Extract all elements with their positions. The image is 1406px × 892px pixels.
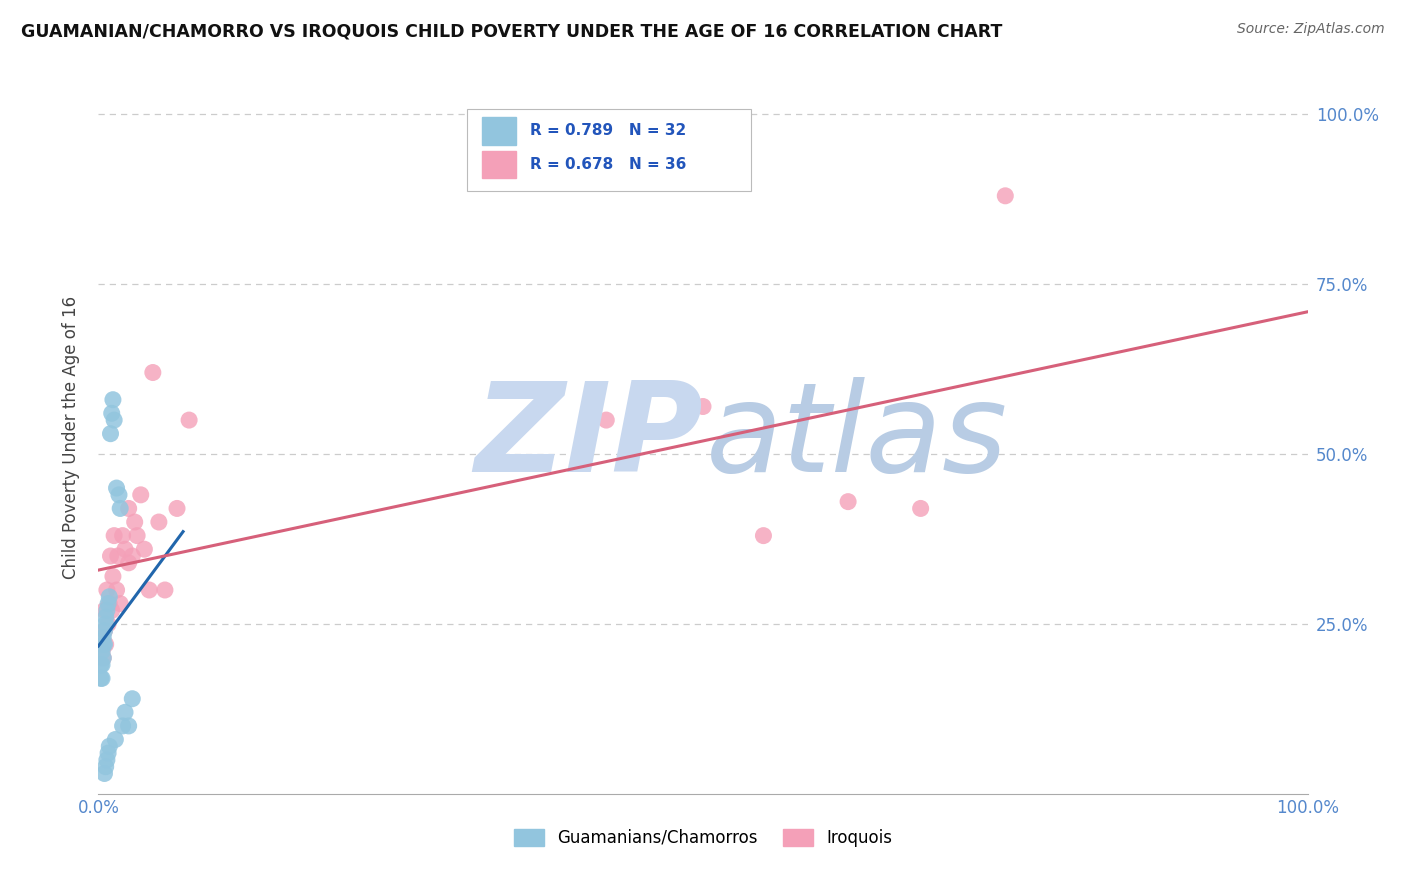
Point (108, 501, 131, 516)
Point (134, 542, 156, 557)
Point (103, 413, 125, 427)
Point (97, 597, 120, 611)
Point (94, 610, 117, 624)
Point (105, 582, 128, 597)
Point (97, 746, 120, 760)
Point (994, 189, 1017, 203)
Point (91, 637, 114, 651)
Point (166, 501, 188, 516)
Point (91, 644, 114, 658)
Point (94, 760, 117, 774)
Text: ZIP: ZIP (474, 376, 703, 498)
Point (148, 515, 170, 529)
Point (93, 603, 115, 617)
Bar (482, 118, 516, 145)
Point (98, 739, 121, 754)
Point (118, 501, 141, 516)
Text: R = 0.678   N = 36: R = 0.678 N = 36 (530, 157, 686, 172)
Point (129, 488, 152, 502)
Point (90, 671, 112, 685)
Point (118, 556, 141, 570)
Point (94, 617, 117, 632)
Bar (482, 151, 516, 178)
Point (100, 406, 122, 420)
Point (91, 651, 114, 665)
Point (837, 494, 859, 508)
Point (97, 617, 120, 632)
Point (111, 528, 134, 542)
Point (108, 488, 131, 502)
Point (124, 515, 146, 529)
Point (105, 481, 128, 495)
Point (910, 501, 932, 516)
Point (114, 706, 136, 720)
Point (100, 603, 122, 617)
Text: atlas: atlas (706, 376, 1008, 498)
FancyBboxPatch shape (467, 109, 751, 191)
Text: R = 0.789   N = 32: R = 0.789 N = 32 (530, 123, 686, 138)
Point (138, 582, 160, 597)
Point (91, 671, 114, 685)
Point (103, 528, 125, 542)
Point (93, 624, 115, 638)
Y-axis label: Child Poverty Under the Age of 16: Child Poverty Under the Age of 16 (62, 295, 80, 579)
Point (118, 719, 141, 733)
Point (93, 766, 115, 780)
Point (752, 528, 775, 542)
Point (692, 400, 714, 414)
Point (93, 637, 115, 651)
Point (101, 569, 124, 583)
Point (91, 644, 114, 658)
Point (96, 603, 118, 617)
Point (91, 631, 114, 645)
Point (121, 549, 143, 563)
Point (104, 732, 127, 747)
Text: Source: ZipAtlas.com: Source: ZipAtlas.com (1237, 22, 1385, 37)
Point (98, 590, 121, 604)
Point (108, 597, 131, 611)
Point (98, 597, 121, 611)
Point (111, 719, 134, 733)
Point (114, 542, 136, 557)
Point (93, 624, 115, 638)
Point (179, 413, 201, 427)
Point (100, 426, 122, 441)
Legend: Guamanians/Chamorros, Iroquois: Guamanians/Chamorros, Iroquois (508, 822, 898, 854)
Point (107, 549, 129, 563)
Point (153, 582, 176, 597)
Point (127, 528, 149, 542)
Point (91, 657, 114, 672)
Text: GUAMANIAN/CHAMORRO VS IROQUOIS CHILD POVERTY UNDER THE AGE OF 16 CORRELATION CHA: GUAMANIAN/CHAMORRO VS IROQUOIS CHILD POV… (21, 22, 1002, 40)
Point (142, 366, 165, 380)
Point (96, 753, 118, 767)
Point (91, 651, 114, 665)
Point (121, 691, 143, 706)
Point (90, 657, 112, 672)
Point (595, 413, 617, 427)
Point (100, 549, 122, 563)
Point (94, 637, 117, 651)
Point (96, 582, 118, 597)
Point (101, 392, 124, 407)
